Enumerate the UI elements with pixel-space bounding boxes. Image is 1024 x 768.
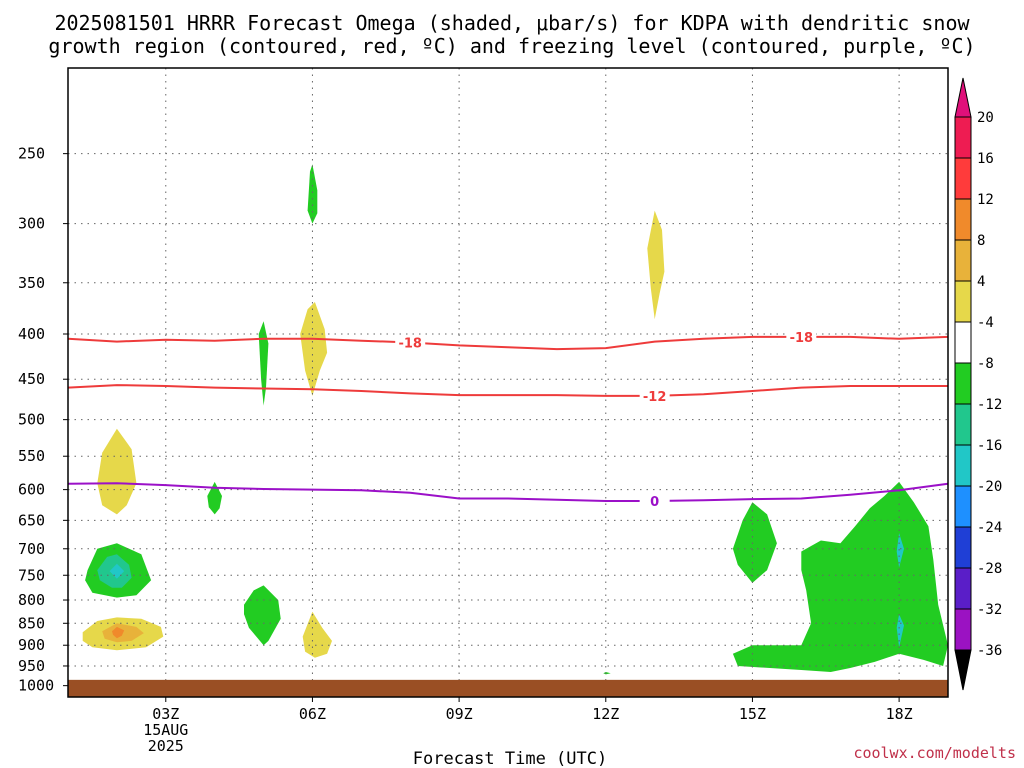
colorbar-label-3: 8 [977, 233, 985, 249]
contour-label-bg-dendritic-minus18-1 [786, 328, 817, 345]
omega-region-12 [97, 428, 137, 515]
omega-region-6 [732, 481, 948, 672]
colorbar-label-0: 20 [977, 110, 994, 126]
y-tick-label-250: 250 [18, 145, 45, 163]
omega-region-5 [732, 502, 777, 583]
colorbar-label-9: -20 [977, 479, 1002, 495]
ground-band [68, 679, 948, 697]
y-tick-label-1000: 1000 [18, 677, 54, 695]
colorbar-bin-9 [954, 485, 972, 528]
colorbar-label-4: 4 [977, 274, 985, 290]
omega-region-0 [307, 164, 318, 224]
contour-label-dendritic-minus18-0: -18 [398, 337, 422, 352]
colorbar-label-12: -32 [977, 602, 1002, 618]
contour-freezing-level [67, 482, 949, 502]
colorbar-label-6: -8 [977, 356, 994, 372]
x-axis-title: Forecast Time (UTC) [413, 749, 607, 768]
colorbar-label-2: 12 [977, 192, 994, 208]
contour-label-bg-dendritic-minus12-0 [639, 387, 670, 404]
y-tick-label-750: 750 [18, 566, 45, 584]
colorbar-label-5: -4 [977, 315, 994, 331]
omega-region-9 [109, 563, 125, 579]
colorbar-bin-3 [954, 239, 972, 282]
y-tick-label-600: 600 [18, 481, 45, 499]
omega-region-14 [647, 210, 665, 320]
colorbar-bin-6 [954, 362, 972, 405]
omega-region-13 [300, 302, 328, 396]
colorbar-bin-7 [954, 403, 972, 446]
contour-label-freezing-level-0: 0 [650, 495, 659, 510]
colorbar-top-arrow [954, 77, 972, 118]
omega-region-18 [112, 626, 125, 639]
y-tick-label-950: 950 [18, 657, 45, 675]
contour-label-bg-freezing-level-0 [639, 492, 670, 509]
plot-frame [67, 67, 949, 698]
x-tick-label-12Z: 12Z [592, 705, 619, 723]
x-tick-label-06Z: 06Z [299, 705, 326, 723]
colorbar-label-11: -28 [977, 561, 1002, 577]
x-tick-label-03Z: 03Z [152, 705, 179, 723]
site-credit: coolwx.com/modelts [853, 744, 1016, 762]
x-tick-label-15Z: 15Z [739, 705, 766, 723]
contour-label-bg-dendritic-minus18-0 [395, 334, 426, 351]
y-tick-label-550: 550 [18, 447, 45, 465]
omega-shading-layer [82, 164, 948, 675]
y-tick-label-500: 500 [18, 411, 45, 429]
colorbar-label-10: -24 [977, 520, 1002, 536]
omega-region-15 [302, 611, 332, 658]
colorbar-bin-11 [954, 567, 972, 610]
colorbar-bin-10 [954, 526, 972, 569]
contour-label-dendritic-minus12-0: -12 [643, 390, 667, 405]
omega-region-4 [244, 585, 281, 646]
y-axis-ticks: 250 300 350 400 450 500 550 600 650 700 750 800 850 9… [18, 145, 68, 695]
chart-title-line-2: growth region (contoured, red, ºC) and f… [48, 34, 975, 58]
grid-layer [68, 68, 948, 697]
contour-label-dendritic-minus18-1: -18 [790, 331, 814, 346]
y-tick-label-900: 900 [18, 636, 45, 654]
colorbar-bin-2 [954, 198, 972, 241]
omega-region-7 [603, 672, 611, 675]
colorbar-label-7: -12 [977, 397, 1002, 413]
x-tick-year-label: 2025 [148, 737, 184, 755]
colorbar-bottom-arrow [954, 649, 972, 691]
x-tick-label-18Z: 18Z [886, 705, 913, 723]
colorbar-bin-8 [954, 444, 972, 487]
y-tick-label-800: 800 [18, 591, 45, 609]
omega-region-11 [896, 614, 904, 648]
colorbar-bin-12 [954, 608, 972, 651]
colorbar-bin-0 [954, 116, 972, 159]
colorbar: 20 16 12 8 4 -4 -8 -12 -16 -20 -24 -28 -32 -36 [954, 77, 1002, 691]
y-tick-label-400: 400 [18, 325, 45, 343]
y-tick-label-450: 450 [18, 370, 45, 388]
y-tick-label-700: 700 [18, 540, 45, 558]
contour-layer: -18 -18 -12 0 [67, 328, 949, 510]
colorbar-bin-4 [954, 280, 972, 323]
colorbar-label-1: 16 [977, 151, 994, 167]
omega-region-10 [896, 533, 904, 568]
omega-region-1 [258, 321, 269, 406]
colorbar-label-13: -36 [977, 643, 1002, 659]
colorbar-label-8: -16 [977, 438, 1002, 454]
chart-title-line-1: 2025081501 HRRR Forecast Omega (shaded, … [54, 11, 970, 35]
y-tick-label-300: 300 [18, 215, 45, 233]
colorbar-bin-1 [954, 157, 972, 200]
colorbar-bin-5 [954, 321, 972, 364]
x-tick-date-label: 15AUG [143, 721, 188, 739]
y-tick-label-350: 350 [18, 274, 45, 292]
y-tick-label-650: 650 [18, 511, 45, 529]
x-tick-label-09Z: 09Z [446, 705, 473, 723]
contour-dendritic-minus12 [67, 384, 948, 397]
y-tick-label-850: 850 [18, 614, 45, 632]
